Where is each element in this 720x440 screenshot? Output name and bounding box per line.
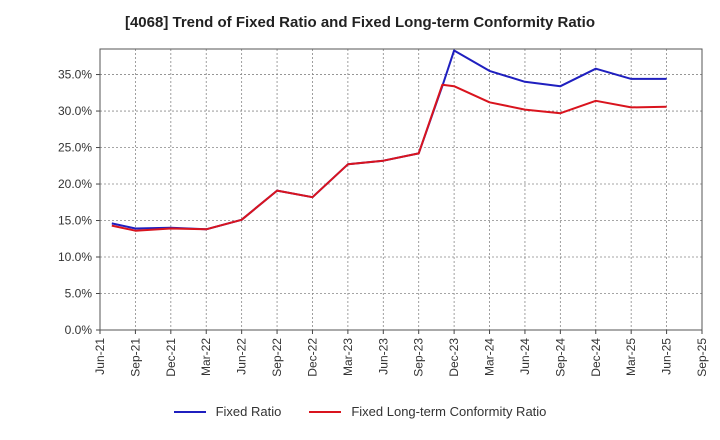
legend-label-fixed-long-term-conformity-ratio: Fixed Long-term Conformity Ratio <box>351 404 547 419</box>
x-tick-label: Jun-24 <box>518 338 532 375</box>
x-tick-label: Sep-23 <box>412 338 426 377</box>
legend-label-fixed-ratio: Fixed Ratio <box>215 404 282 419</box>
x-tick-label: Dec-23 <box>447 338 461 377</box>
axes <box>96 48 703 334</box>
series-line-fixed-long-term-conformity-ratio <box>111 83 667 232</box>
y-tick-label: 20.0% <box>58 177 92 191</box>
legend: Fixed Ratio Fixed Long-term Conformity R… <box>0 404 720 419</box>
x-tick-label: Dec-24 <box>589 338 603 377</box>
y-tick-label: 10.0% <box>58 250 92 264</box>
x-tick-label: Mar-25 <box>624 338 638 376</box>
x-tick-label: Jun-25 <box>660 338 674 375</box>
x-tick-label: Jun-23 <box>376 338 390 375</box>
y-tick-labels: 0.0% 5.0% 10.0% 15.0% 20.0% 25.0% 30.0% 35.0% <box>58 68 92 337</box>
x-tick-label: Sep-24 <box>553 338 567 377</box>
x-tick-label: Mar-24 <box>483 338 497 376</box>
grid-lines <box>99 49 703 331</box>
chart-title: [4068] Trend of Fixed Ratio and Fixed Lo… <box>124 14 596 31</box>
legend-swatch-fixed-ratio <box>173 410 206 413</box>
y-tick-label: 5.0% <box>65 287 93 301</box>
x-tick-labels: Jun-21 Sep-21 Dec-21 Mar-22 Jun-22 Sep-22 Dec-… <box>93 338 709 377</box>
plot-frame <box>99 48 703 331</box>
x-tick-label: Mar-22 <box>199 338 213 376</box>
legend-item-fixed-long-term-conformity-ratio: Fixed Long-term Conformity Ratio <box>309 404 546 419</box>
y-tick-label: 0.0% <box>65 323 93 337</box>
y-tick-label: 15.0% <box>58 214 92 228</box>
legend-item-fixed-ratio: Fixed Ratio <box>173 404 282 419</box>
x-tick-label: Dec-22 <box>305 338 319 377</box>
series-lines <box>111 49 667 232</box>
x-tick-label: Dec-21 <box>164 338 178 377</box>
x-tick-label: Sep-22 <box>270 338 284 377</box>
series-line-fixed-ratio <box>111 49 667 231</box>
legend-swatch-fixed-long-term-conformity-ratio <box>309 410 342 413</box>
x-tick-label: Mar-23 <box>341 338 355 376</box>
x-tick-label: Jun-21 <box>93 338 107 375</box>
x-tick-label: Jun-22 <box>235 338 249 375</box>
y-tick-label: 35.0% <box>58 68 92 82</box>
x-tick-label: Sep-25 <box>695 338 709 377</box>
x-tick-label: Sep-21 <box>128 338 142 377</box>
y-tick-label: 30.0% <box>58 104 92 118</box>
y-tick-label: 25.0% <box>58 141 92 155</box>
